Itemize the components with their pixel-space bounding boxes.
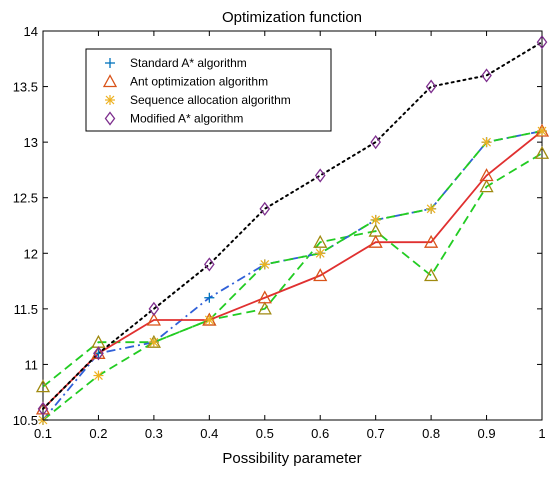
legend-box xyxy=(85,48,332,132)
series-1-point xyxy=(257,290,272,304)
y-tick-label: 11.5 xyxy=(14,302,38,317)
legend: Standard A* algorithm Ant optimization al… xyxy=(85,48,332,132)
series-1-point xyxy=(146,312,161,326)
series-2-point xyxy=(315,248,326,259)
series-0-point xyxy=(204,292,215,303)
series-2-point xyxy=(148,337,159,348)
series-2-point xyxy=(93,370,104,381)
x-tick-label: 0.8 xyxy=(422,426,440,441)
series-1-point xyxy=(368,234,383,248)
y-tick-label: 12.5 xyxy=(13,191,38,206)
marker-extra-point xyxy=(257,301,272,315)
series-3-point xyxy=(93,346,104,361)
y-tick-label: 11 xyxy=(25,357,39,372)
series-3-point xyxy=(536,35,548,50)
x-tick-label: 0.3 xyxy=(145,426,163,441)
y-tick-label: 13.5 xyxy=(13,80,38,95)
series-3-point xyxy=(259,201,271,216)
marker-extra-point xyxy=(479,179,494,193)
legend-entry: Standard A* algorithm xyxy=(105,56,247,70)
extra-dashed-line xyxy=(42,152,543,388)
series-2-point xyxy=(204,314,215,325)
x-tick-label: 1 xyxy=(538,426,545,441)
legend-marker xyxy=(104,111,116,126)
series-2-point xyxy=(481,137,492,148)
series-line-2 xyxy=(42,130,543,421)
legend-label: Modified A* algorithm xyxy=(130,112,243,126)
x-tick-label: 0.5 xyxy=(256,426,274,441)
legend-entry: Sequence allocation algorithm xyxy=(105,93,291,107)
x-tick-label: 0.9 xyxy=(478,426,496,441)
marker-extra-point xyxy=(424,268,439,282)
x-tick-label: 0.2 xyxy=(89,426,107,441)
legend-label: Standard A* algorithm xyxy=(130,56,247,70)
series-1-point xyxy=(424,234,439,248)
series-1-point xyxy=(313,268,328,282)
series-3-point xyxy=(37,401,49,416)
series-3-point xyxy=(425,79,437,94)
marker-extra-point xyxy=(313,234,328,248)
legend-label: Sequence allocation algorithm xyxy=(130,93,291,107)
series-3-point xyxy=(148,301,160,316)
x-tick-label: 0.6 xyxy=(311,426,329,441)
x-tick-label: 0.1 xyxy=(34,426,52,441)
legend-marker xyxy=(102,74,118,88)
series-3-point xyxy=(314,168,326,183)
series-line-3 xyxy=(42,41,543,410)
chart-title: Optimization function xyxy=(222,9,362,26)
y-tick-label: 12 xyxy=(24,246,38,261)
series-1-point xyxy=(479,168,494,182)
series-3-point xyxy=(370,135,381,150)
series-line-1 xyxy=(42,130,543,410)
y-tick-label: 13 xyxy=(24,135,38,150)
legend-marker xyxy=(105,58,115,68)
series-2-point xyxy=(537,126,547,137)
x-tick-label: 0.7 xyxy=(367,426,385,441)
series-3-point xyxy=(204,257,215,272)
legend-entry: Ant optimization algorithm xyxy=(102,74,268,89)
axis-ticks: 0.1 0.2 0.3 0.4 0.5 0.6 0.7 0.8 0.9 1 10.5 11 11.5 12… xyxy=(13,24,546,441)
legend-label: Ant optimization algorithm xyxy=(130,75,268,89)
y-tick-label: 14 xyxy=(24,24,38,39)
series-3-point xyxy=(481,68,492,83)
series-2-point xyxy=(370,214,381,225)
legend-marker xyxy=(105,95,115,105)
series-2-point xyxy=(426,203,437,214)
series-2-point xyxy=(259,259,270,270)
y-tick-label: 10.5 xyxy=(13,413,38,428)
marker-extra-point xyxy=(35,379,51,393)
marker-extra-point xyxy=(534,145,550,159)
legend-entry: Modified A* algorithm xyxy=(104,111,243,126)
x-tick-label: 0.4 xyxy=(200,426,218,441)
x-axis-label: Possibility parameter xyxy=(222,450,361,467)
